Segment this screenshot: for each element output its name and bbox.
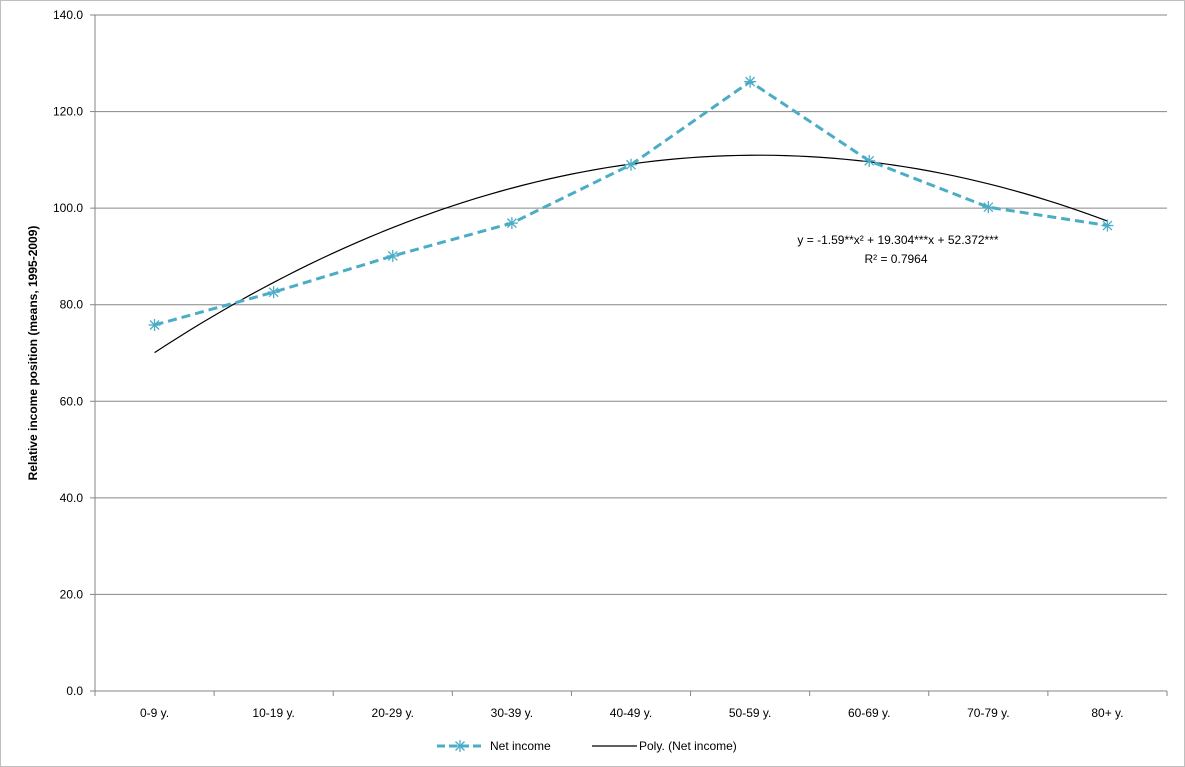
- legend-item-poly: Poly. (Net income): [592, 739, 737, 753]
- trendline-r-squared: R² = 0.7964: [864, 252, 927, 266]
- y-tick-label: 40.0: [60, 491, 84, 505]
- series-markers: [148, 75, 1114, 331]
- data-point-net-income: [863, 154, 876, 167]
- y-tick-label: 80.0: [60, 298, 84, 312]
- data-point-net-income: [982, 201, 995, 214]
- trendline-poly-net-income: [154, 154, 1108, 354]
- y-tick-label: 100.0: [53, 201, 83, 215]
- legend: Net income Poly. (Net income): [437, 739, 737, 753]
- x-tick-label: 60-69 y.: [848, 706, 890, 720]
- data-point-net-income: [744, 75, 757, 88]
- trendline-equation: y = -1.59**x² + 19.304***x + 52.372***: [797, 233, 998, 247]
- y-axis-label: Relative income position (means, 1995-20…: [26, 226, 40, 481]
- legend-label-net-income: Net income: [490, 739, 551, 753]
- data-point-net-income: [386, 249, 399, 262]
- x-tick-label: 0-9 y.: [140, 706, 169, 720]
- data-point-net-income: [505, 217, 518, 230]
- x-tick-label: 40-49 y.: [610, 706, 652, 720]
- data-point-net-income: [267, 286, 280, 299]
- x-tick-label: 50-59 y.: [729, 706, 771, 720]
- y-tick-label: 0.0: [66, 684, 83, 698]
- x-tick-label: 20-29 y.: [372, 706, 414, 720]
- x-tick-label: 30-39 y.: [491, 706, 533, 720]
- y-tick-label: 20.0: [60, 587, 84, 601]
- x-tick-label: 80+ y.: [1091, 706, 1123, 720]
- x-tick-label: 70-79 y.: [967, 706, 1009, 720]
- data-point-net-income: [148, 318, 161, 331]
- gridlines: [90, 14, 1168, 696]
- data-point-net-income: [625, 158, 637, 171]
- series-line-net-income: [154, 79, 1108, 327]
- legend-label-poly: Poly. (Net income): [639, 739, 737, 753]
- x-tick-labels: 0-9 y. 10-19 y. 20-29 y. 30-39 y. 40-49 y. 50…: [140, 706, 1124, 720]
- y-tick-label: 60.0: [60, 394, 84, 408]
- y-tick-label: 120.0: [53, 105, 83, 119]
- legend-item-net-income: Net income: [437, 739, 551, 753]
- x-tick-label: 10-19 y.: [252, 706, 294, 720]
- data-point-net-income: [1101, 219, 1114, 232]
- y-tick-label: 140.0: [53, 8, 83, 22]
- y-tick-labels: 0.0 20.0 40.0 60.0 80.0 100.0 120.0 140.0: [53, 8, 83, 698]
